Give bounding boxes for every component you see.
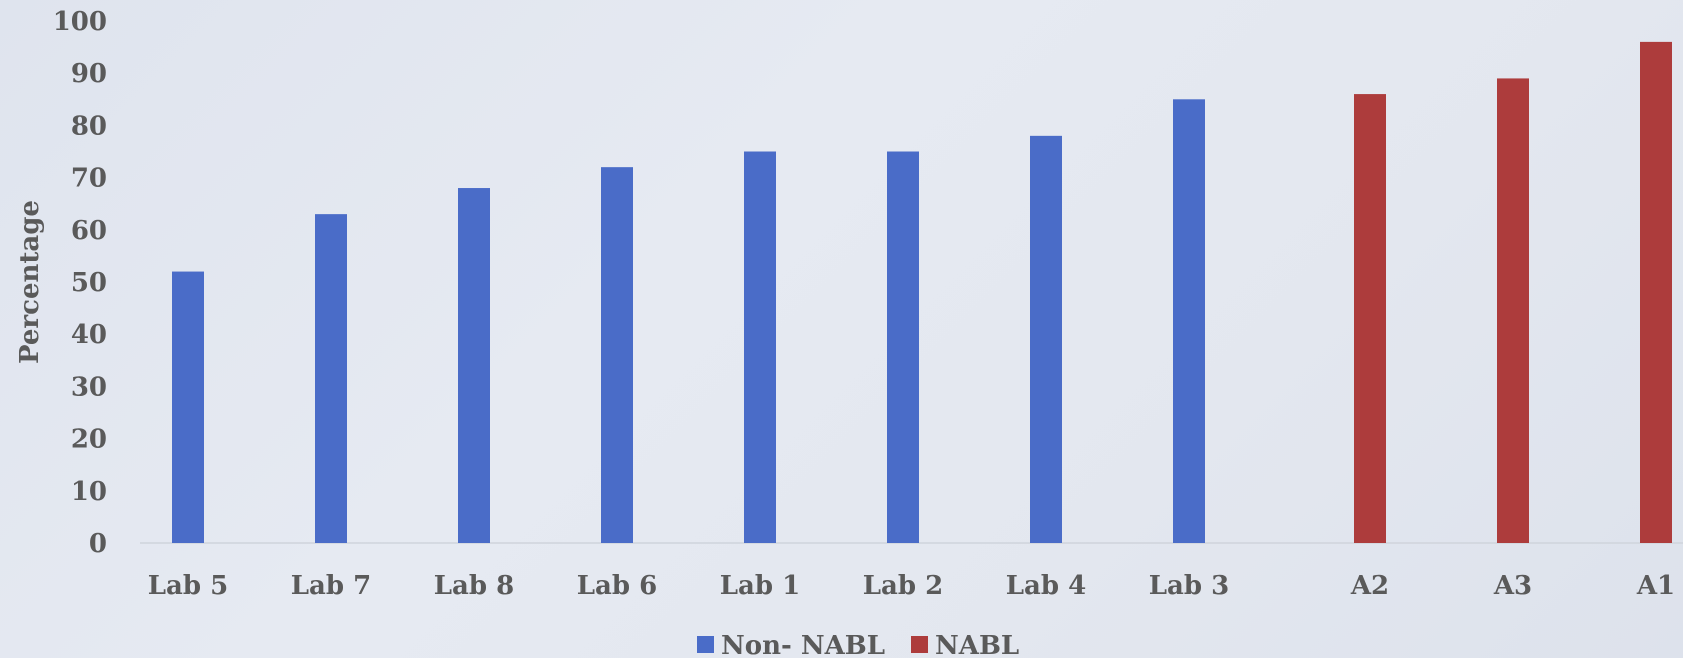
- legend-label: Non- NABL: [721, 631, 885, 658]
- legend-label: NABL: [935, 631, 1019, 658]
- x-tick-label: Lab 2: [863, 571, 943, 601]
- bar-a2: [1354, 94, 1386, 543]
- x-tick-label: A2: [1350, 571, 1389, 601]
- bar-lab-2: [887, 151, 919, 543]
- y-tick-label: 90: [71, 59, 107, 89]
- x-tick-labels: Lab 5 Lab 7 Lab 8 Lab 6 Lab 1 Lab 2 Lab 4 Lab 3…: [148, 571, 1675, 601]
- bar-a1: [1640, 41, 1672, 543]
- legend-swatch: [697, 636, 714, 653]
- bar-lab-1: [744, 151, 776, 543]
- bars: [172, 41, 1672, 544]
- legend: Non- NABL NABL: [697, 631, 1019, 658]
- x-tick-label: Lab 8: [434, 571, 514, 601]
- y-tick-label: 60: [71, 216, 107, 246]
- bar-lab-8: [458, 188, 490, 544]
- bar-lab-3: [1173, 99, 1205, 544]
- y-tick-label: 100: [53, 7, 107, 37]
- y-tick-label: 30: [71, 372, 107, 402]
- y-tick-labels: 0 10 20 30 40 50 60 70 80 90 100: [53, 7, 107, 559]
- y-tick-label: 70: [71, 164, 107, 194]
- bar-lab-5: [172, 271, 204, 543]
- y-tick-label: 40: [71, 320, 107, 350]
- y-tick-label: 50: [71, 268, 107, 298]
- x-tick-label: Lab 1: [720, 571, 800, 601]
- x-tick-label: Lab 6: [577, 571, 657, 601]
- x-tick-label: A3: [1493, 571, 1532, 601]
- y-tick-label: 10: [71, 477, 107, 507]
- y-tick-label: 20: [71, 425, 107, 455]
- x-tick-label: Lab 7: [291, 571, 371, 601]
- x-tick-label: Lab 4: [1006, 571, 1086, 601]
- bar-a3: [1497, 78, 1529, 544]
- y-axis-title: Percentage: [15, 200, 45, 364]
- bar-lab-6: [601, 167, 633, 543]
- x-tick-label: Lab 5: [148, 571, 228, 601]
- legend-swatch: [911, 636, 928, 653]
- y-tick-label: 80: [71, 111, 107, 141]
- bar-lab-7: [315, 214, 347, 543]
- x-tick-label: Lab 3: [1149, 571, 1229, 601]
- bar-lab-4: [1030, 135, 1062, 543]
- y-tick-label: 0: [89, 529, 107, 559]
- x-tick-label: A1: [1636, 571, 1675, 601]
